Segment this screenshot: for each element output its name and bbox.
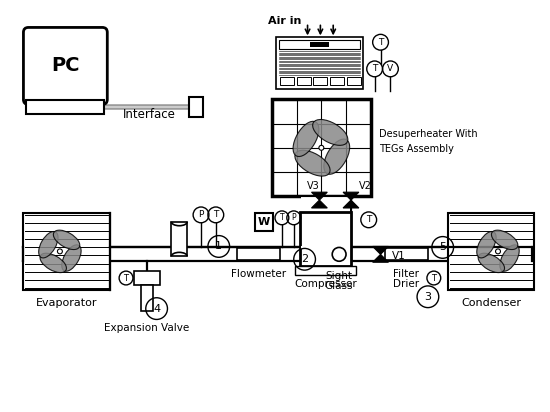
Text: P: P <box>199 211 204 219</box>
Text: 5: 5 <box>439 242 446 253</box>
Ellipse shape <box>39 232 58 258</box>
Text: T: T <box>124 274 129 283</box>
Bar <box>301 248 350 260</box>
Polygon shape <box>343 192 359 200</box>
Circle shape <box>319 145 324 150</box>
Text: TEGs Assembly: TEGs Assembly <box>378 144 453 154</box>
Text: 2: 2 <box>301 254 308 264</box>
Bar <box>301 246 350 249</box>
Text: V2: V2 <box>359 181 372 191</box>
Ellipse shape <box>478 253 504 273</box>
Text: T: T <box>279 213 284 222</box>
Text: Flowmeter: Flowmeter <box>230 269 286 279</box>
Ellipse shape <box>295 150 330 176</box>
Text: V1: V1 <box>392 251 406 261</box>
Text: Glass: Glass <box>325 281 353 291</box>
Bar <box>255 213 273 231</box>
Bar <box>279 40 360 49</box>
Text: W: W <box>258 217 270 227</box>
Polygon shape <box>311 200 327 208</box>
Ellipse shape <box>53 230 80 250</box>
Bar <box>347 77 361 84</box>
Polygon shape <box>373 254 388 262</box>
Bar <box>141 285 153 311</box>
Bar <box>276 37 363 89</box>
Text: PC: PC <box>51 56 80 75</box>
Text: 3: 3 <box>425 292 431 302</box>
Text: Condenser: Condenser <box>461 298 521 308</box>
Polygon shape <box>311 192 327 200</box>
Ellipse shape <box>62 245 81 271</box>
Ellipse shape <box>312 119 348 145</box>
Ellipse shape <box>293 121 319 157</box>
Bar <box>314 77 327 84</box>
Text: Filter: Filter <box>393 269 419 279</box>
Bar <box>301 197 350 246</box>
Text: Evaporator: Evaporator <box>36 298 97 308</box>
Ellipse shape <box>500 245 519 271</box>
Bar <box>296 77 311 84</box>
Bar <box>172 222 187 256</box>
Bar <box>280 77 294 84</box>
Text: Sight: Sight <box>326 271 353 281</box>
FancyBboxPatch shape <box>24 28 107 104</box>
Text: T: T <box>366 215 371 224</box>
Bar <box>26 101 105 114</box>
Text: Air in: Air in <box>268 16 301 26</box>
Ellipse shape <box>492 230 518 250</box>
Ellipse shape <box>477 232 496 258</box>
Text: T: T <box>372 64 377 73</box>
Bar <box>272 99 371 196</box>
Ellipse shape <box>324 139 350 174</box>
Text: P: P <box>292 213 296 222</box>
Bar <box>24 213 110 290</box>
Bar <box>236 248 280 260</box>
Bar <box>301 196 350 248</box>
Polygon shape <box>373 246 388 254</box>
Text: V3: V3 <box>307 181 320 191</box>
Polygon shape <box>343 200 359 208</box>
Bar <box>295 266 356 275</box>
Circle shape <box>57 249 62 254</box>
Bar <box>330 77 344 84</box>
Text: 4: 4 <box>153 304 160 314</box>
Text: Expansion Valve: Expansion Valve <box>104 323 189 333</box>
Bar <box>448 213 535 290</box>
Text: T: T <box>213 211 218 219</box>
Text: Desuperheater With: Desuperheater With <box>378 129 477 139</box>
Text: T: T <box>378 38 383 47</box>
Text: 1: 1 <box>215 241 222 251</box>
Bar <box>134 271 159 285</box>
Bar <box>189 98 203 117</box>
Text: Interface: Interface <box>123 108 176 121</box>
Circle shape <box>496 249 500 254</box>
Bar <box>300 212 351 266</box>
Bar <box>310 42 329 47</box>
Text: T: T <box>431 274 436 283</box>
Text: Compressor: Compressor <box>294 279 357 289</box>
Text: Drier: Drier <box>393 279 419 289</box>
Bar <box>384 248 428 260</box>
Text: V: V <box>387 64 393 73</box>
Ellipse shape <box>40 253 67 273</box>
